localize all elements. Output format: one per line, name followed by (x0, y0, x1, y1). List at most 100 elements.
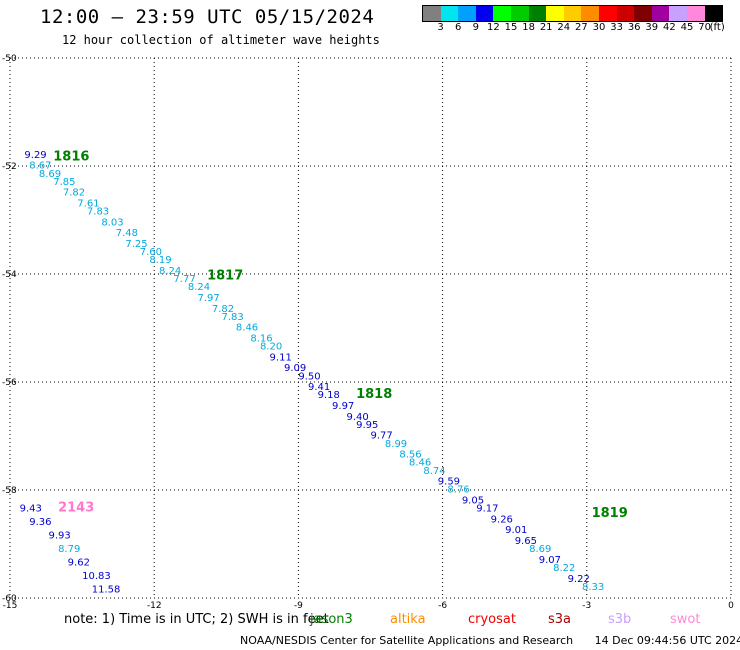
x-tick-label: -15 (3, 601, 18, 610)
color-swatch (651, 6, 670, 21)
data-labels: 9.298.678.697.857.827.617.838.037.487.25… (20, 150, 605, 596)
wave-height-label: 8.99 (385, 439, 407, 450)
y-tick-label: -54 (2, 270, 17, 280)
pass-label: 1817 (207, 268, 243, 283)
wave-height-label: 9.43 (20, 504, 42, 515)
pass-label: 1818 (356, 387, 392, 402)
color-scale-label: 18 (522, 22, 535, 33)
color-scale-label: 39 (645, 22, 659, 33)
color-scale-label: 9 (472, 22, 479, 33)
wave-height-label: 9.17 (476, 504, 498, 515)
y-tick-label: -52 (2, 162, 17, 172)
y-tick-label: -50 (2, 54, 17, 64)
satellite-legend: jason3 altika cryosat s3a s3b swot (0, 612, 740, 630)
color-swatch (546, 6, 564, 21)
color-swatch (616, 6, 635, 21)
wave-height-label: 9.93 (48, 531, 70, 542)
wave-height-label: 8.69 (529, 544, 551, 555)
color-scale-bar (422, 5, 724, 22)
chart-subtitle: 12 hour collection of altimeter wave hei… (62, 33, 380, 47)
color-scale-label: 12 (487, 22, 500, 33)
color-scale-label: 70 (698, 22, 711, 33)
wave-height-label: 8.67 (29, 161, 51, 172)
wave-height-label: 8.24 (188, 282, 210, 293)
wave-height-label: 7.48 (116, 228, 138, 239)
legend-item-s3a: s3a (548, 612, 572, 627)
wave-height-label: 9.07 (539, 555, 561, 566)
wave-height-label: 9.97 (332, 401, 354, 412)
wave-height-label: 9.36 (29, 517, 51, 528)
wave-height-label: 8.22 (553, 563, 575, 574)
color-swatch (598, 6, 617, 21)
footer-timestamp: 14 Dec 09:44:56 UTC 2024 (594, 634, 740, 647)
x-tick-label: -3 (582, 601, 591, 610)
wave-height-label: 7.85 (53, 177, 75, 188)
color-scale-label: 21 (539, 22, 553, 33)
color-swatch (563, 6, 582, 21)
wave-height-label: 9.50 (298, 371, 320, 382)
wave-height-label: 8.20 (260, 342, 282, 353)
wave-height-label: 8.56 (399, 450, 421, 461)
color-swatch (686, 6, 705, 21)
wave-height-label: 8.33 (582, 582, 604, 593)
legend-item-altika: altika (390, 612, 426, 627)
color-scale-unit: (ft) (709, 22, 725, 33)
wave-height-label: 8.76 (447, 485, 469, 496)
footer: NOAA/NESDIS Center for Satellite Applica… (240, 634, 740, 647)
wave-height-label: 8.46 (409, 458, 431, 469)
wave-height-label: 7.82 (63, 188, 85, 199)
color-scale-label: 33 (610, 22, 623, 33)
y-tick-label: -58 (2, 486, 17, 496)
wave-height-label: 9.41 (308, 382, 330, 393)
y-tick-label: -60 (2, 594, 17, 604)
color-scale-label: 24 (557, 22, 571, 33)
legend-item-cryosat: cryosat (468, 612, 516, 627)
legend-item-swot: swot (670, 612, 701, 627)
wave-height-label: 7.83 (221, 312, 243, 323)
axis-tick-labels: -50 -52 -54 -56 -58 -60-15 -12 -9 -6 -3 0 (2, 54, 734, 610)
y-tick-label: -56 (2, 378, 17, 388)
color-scale-label: 45 (680, 22, 694, 33)
wave-height-label: 9.95 (356, 420, 378, 431)
x-tick-label: 0 (728, 601, 734, 610)
color-swatch (493, 6, 511, 21)
wave-height-chart: -50 -52 -54 -56 -58 -60-15 -12 -9 -6 -3 0 9.298.67… (2, 54, 734, 610)
wave-height-label: 8.24 (159, 266, 181, 277)
wave-height-label: 8.69 (39, 169, 61, 180)
legend-item-jason3: jason3 (310, 612, 353, 627)
color-scale-label: 36 (627, 22, 641, 33)
wave-height-label: 9.22 (568, 574, 590, 585)
wave-height-label: 9.77 (371, 431, 393, 442)
color-swatch (475, 6, 494, 21)
wave-height-label: 7.97 (197, 293, 219, 304)
color-swatch (581, 6, 599, 21)
wave-height-label: 9.40 (346, 412, 368, 423)
color-scale-labels: 3 6 9 12 15 18 21 24 27 30 33 36 39 42 45 70 (ft) (422, 22, 740, 34)
wave-height-label: 9.18 (318, 390, 340, 401)
color-scale-label: 30 (592, 22, 606, 33)
wave-height-label: 7.60 (140, 247, 162, 258)
grid-lines (9, 57, 732, 599)
wave-height-label: 8.79 (58, 544, 80, 555)
footer-credit: NOAA/NESDIS Center for Satellite Applica… (240, 634, 574, 647)
color-scale-label: 6 (455, 22, 462, 33)
wave-height-label: 9.59 (438, 477, 460, 488)
wave-height-label: 11.58 (92, 585, 121, 596)
wave-height-label: 7.25 (125, 239, 147, 250)
wave-height-label: 7.61 (77, 199, 99, 210)
wave-height-label: 9.01 (505, 525, 527, 536)
x-tick-label: -9 (294, 601, 303, 610)
wave-height-label: 9.62 (68, 558, 90, 569)
wave-height-label: 9.29 (24, 150, 46, 161)
wave-height-label: 8.16 (250, 334, 272, 345)
wave-height-label: 8.19 (149, 255, 171, 266)
legend-item-s3b: s3b (608, 612, 632, 627)
color-swatch (458, 6, 476, 21)
pass-label: 1819 (592, 506, 628, 521)
color-scale-label: 15 (504, 22, 518, 33)
x-tick-label: -6 (438, 601, 447, 610)
wave-height-label: 9.26 (491, 514, 513, 525)
color-swatch (440, 6, 459, 21)
pass-label: 1816 (53, 150, 89, 165)
color-scale-label: 27 (575, 22, 588, 33)
